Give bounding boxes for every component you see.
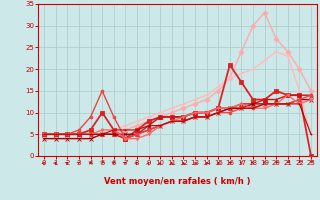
X-axis label: Vent moyen/en rafales ( km/h ): Vent moyen/en rafales ( km/h ): [104, 177, 251, 186]
